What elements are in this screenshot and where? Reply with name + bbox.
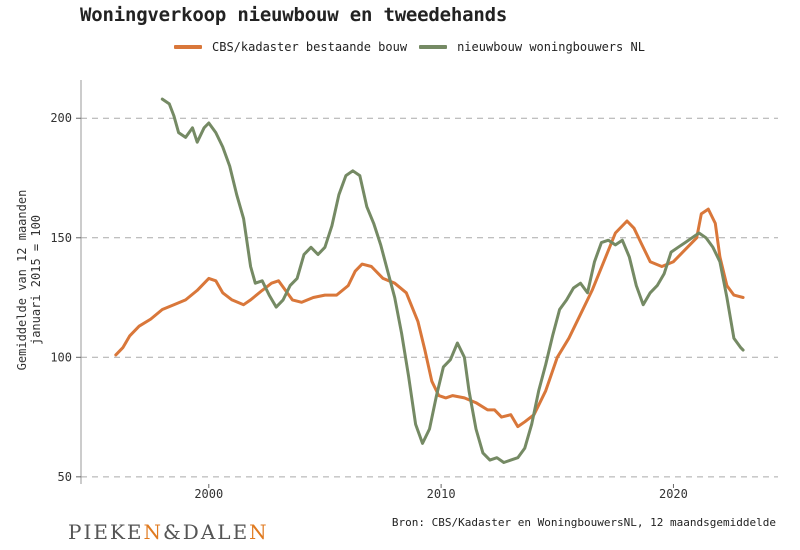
y-axis-ticks: 50 100 150 200 xyxy=(50,111,81,484)
y-tick-label-100: 100 xyxy=(50,350,72,364)
y-axis-label-line-2: januari 2015 = 100 xyxy=(29,215,43,345)
legend-label-bestaande-bouw: CBS/kadaster bestaande bouw xyxy=(212,40,408,54)
y-tick-label-150: 150 xyxy=(50,231,72,245)
legend-item-bestaande-bouw: CBS/kadaster bestaande bouw xyxy=(174,40,407,54)
x-tick-label-2000: 2000 xyxy=(194,487,223,501)
y-axis-label-line-1: Gemiddelde van 12 maanden xyxy=(15,190,29,371)
logo-part-1: PIEKE xyxy=(68,520,144,544)
legend-swatch-orange xyxy=(174,45,202,49)
x-axis-ticks: 2000 2010 2020 xyxy=(194,484,688,501)
logo-accent-n2: N xyxy=(249,520,269,544)
x-tick-label-2020: 2020 xyxy=(659,487,688,501)
y-tick-label-200: 200 xyxy=(50,111,72,125)
legend-item-nieuwbouw: nieuwbouw woningbouwers NL xyxy=(419,40,645,54)
chart-title: Woningverkoop nieuwbouw en tweedehands xyxy=(80,4,508,26)
series-lines xyxy=(114,97,745,464)
logo-accent-n1: N xyxy=(143,520,163,544)
y-tick-label-50: 50 xyxy=(58,470,72,484)
legend: CBS/kadaster bestaande bouw nieuwbouw wo… xyxy=(174,40,657,54)
series-line-bestaande-bouw xyxy=(114,207,745,429)
legend-label-nieuwbouw: nieuwbouw woningbouwers NL xyxy=(457,40,645,54)
x-tick-label-2010: 2010 xyxy=(427,487,456,501)
source-note: Bron: CBS/Kadaster en WoningbouwersNL, 1… xyxy=(391,516,776,529)
series-line-nieuwbouw xyxy=(160,97,745,464)
legend-swatch-green xyxy=(419,45,448,49)
logo-part-2: &DALE xyxy=(163,520,250,544)
logo: PIEKEN&DALEN xyxy=(68,520,269,544)
